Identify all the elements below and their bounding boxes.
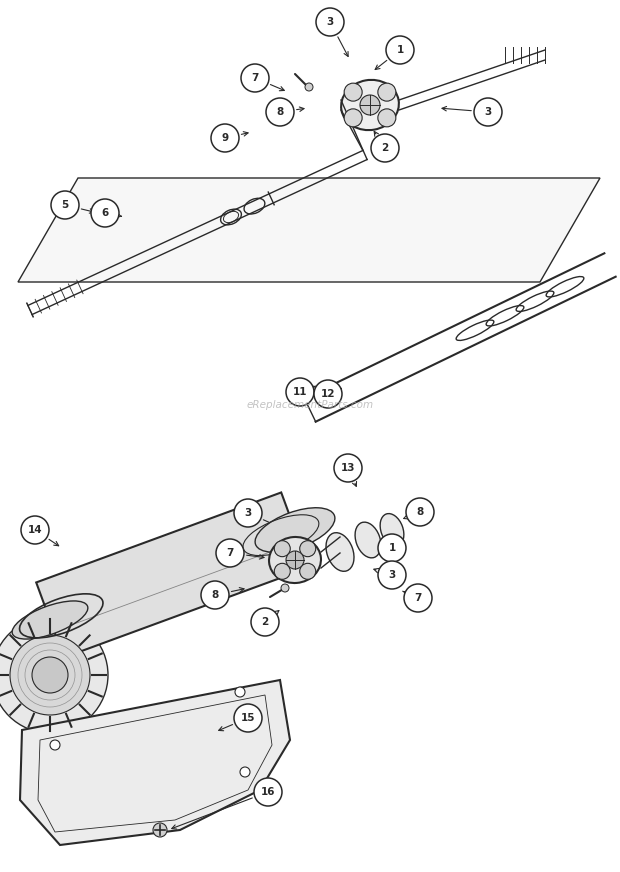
Circle shape	[201, 581, 229, 609]
Circle shape	[234, 704, 262, 732]
Ellipse shape	[12, 601, 88, 639]
Circle shape	[286, 551, 304, 569]
Circle shape	[50, 740, 60, 750]
Text: 8: 8	[417, 507, 423, 517]
Text: 9: 9	[221, 133, 229, 143]
Circle shape	[386, 36, 414, 64]
Circle shape	[274, 541, 290, 556]
Circle shape	[251, 608, 279, 636]
Circle shape	[360, 95, 380, 115]
Ellipse shape	[326, 533, 354, 571]
Circle shape	[91, 199, 119, 227]
Circle shape	[10, 635, 90, 715]
Text: 7: 7	[251, 73, 259, 83]
Circle shape	[378, 534, 406, 562]
Circle shape	[299, 541, 316, 556]
Polygon shape	[18, 178, 600, 282]
Circle shape	[378, 561, 406, 589]
Circle shape	[344, 109, 362, 126]
Circle shape	[378, 83, 396, 101]
Circle shape	[274, 563, 290, 579]
Text: 3: 3	[244, 508, 252, 518]
Text: 5: 5	[61, 200, 69, 210]
Circle shape	[216, 539, 244, 567]
Text: 8: 8	[211, 590, 219, 600]
Text: 1: 1	[396, 45, 404, 55]
Text: 11: 11	[293, 387, 308, 397]
Circle shape	[0, 617, 108, 733]
Text: 2: 2	[381, 143, 389, 153]
Circle shape	[281, 584, 289, 592]
Circle shape	[404, 584, 432, 612]
Circle shape	[211, 124, 239, 152]
Ellipse shape	[255, 508, 335, 552]
Text: 14: 14	[28, 525, 42, 535]
Circle shape	[240, 767, 250, 777]
Polygon shape	[20, 680, 290, 845]
Circle shape	[32, 657, 68, 693]
Circle shape	[334, 454, 362, 482]
Circle shape	[316, 8, 344, 36]
Circle shape	[371, 134, 399, 162]
Text: 16: 16	[261, 787, 275, 797]
Ellipse shape	[380, 514, 404, 547]
Text: 3: 3	[326, 17, 334, 27]
Text: eReplacementParts.com: eReplacementParts.com	[246, 400, 374, 411]
Circle shape	[474, 98, 502, 126]
Circle shape	[299, 563, 316, 579]
Circle shape	[286, 378, 314, 406]
Ellipse shape	[269, 537, 321, 583]
Text: 7: 7	[414, 593, 422, 603]
Circle shape	[153, 823, 167, 837]
Ellipse shape	[341, 80, 399, 130]
Text: 15: 15	[241, 713, 255, 723]
Polygon shape	[36, 493, 309, 657]
Text: 3: 3	[388, 570, 396, 580]
Text: 13: 13	[341, 463, 355, 473]
Text: 8: 8	[277, 107, 283, 117]
Circle shape	[314, 380, 342, 408]
Text: 7: 7	[226, 548, 234, 558]
Text: 2: 2	[262, 617, 268, 627]
Circle shape	[21, 516, 49, 544]
Circle shape	[234, 499, 262, 527]
Circle shape	[51, 191, 79, 219]
Circle shape	[305, 83, 313, 91]
Circle shape	[378, 109, 396, 126]
Text: 12: 12	[321, 389, 335, 399]
Circle shape	[235, 687, 245, 697]
Circle shape	[406, 498, 434, 526]
Text: 1: 1	[388, 543, 396, 553]
Circle shape	[254, 778, 282, 806]
Circle shape	[266, 98, 294, 126]
Text: 6: 6	[102, 208, 108, 218]
Circle shape	[344, 83, 362, 101]
Circle shape	[241, 64, 269, 92]
Ellipse shape	[355, 522, 381, 558]
Text: 3: 3	[484, 107, 492, 117]
